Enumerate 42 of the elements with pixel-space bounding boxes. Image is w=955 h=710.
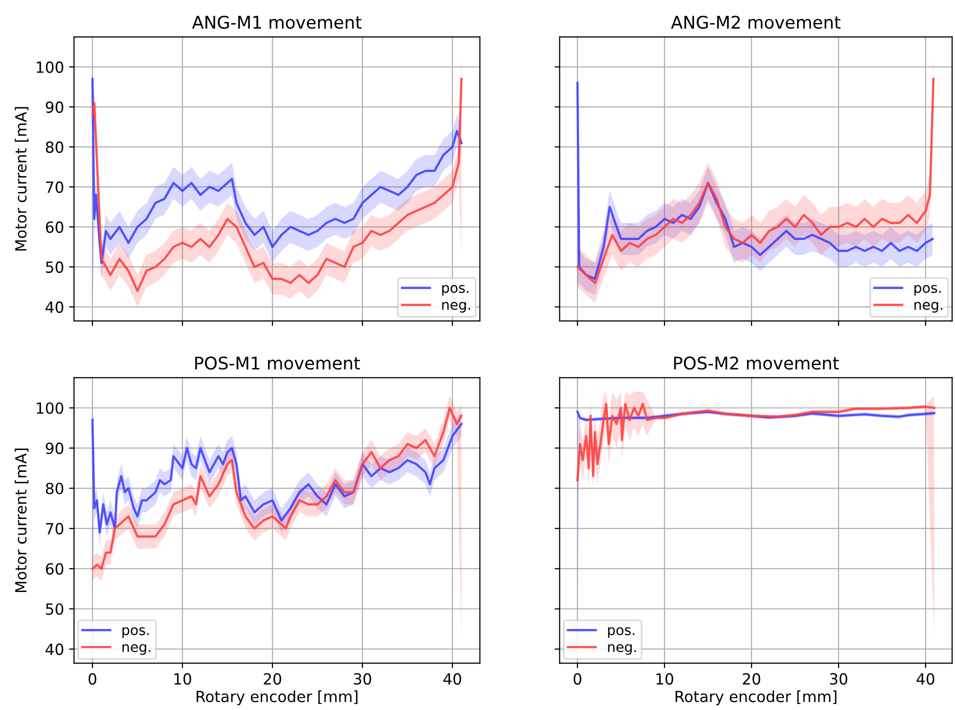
- y-tick-label: 70: [46, 522, 64, 534]
- y-tick-label: 90: [46, 101, 64, 113]
- chart-title: POS-M1 movement: [195, 356, 360, 370]
- y-axis-title: Motor current [mA]: [14, 448, 28, 592]
- x-tick-label: 20: [264, 673, 282, 685]
- line-series: [91, 406, 463, 570]
- y-tick-label: 90: [46, 442, 64, 454]
- x-tick-label: 10: [174, 673, 192, 685]
- x-axis-title: Rotary encoder [mm]: [676, 690, 836, 706]
- x-axis-title: Rotary encoder [mm]: [196, 690, 358, 706]
- legend-label: neg.: [914, 302, 942, 313]
- x-tick-label: 30: [354, 673, 372, 685]
- y-tick-label: 100: [36, 402, 64, 414]
- legend-label: neg.: [608, 644, 636, 655]
- y-tick-label: 60: [46, 221, 64, 233]
- y-tick-label: 50: [46, 603, 64, 615]
- legend-label: neg.: [442, 302, 470, 313]
- x-tick-label: 0: [88, 673, 96, 685]
- chart-title: ANG-M1 movement: [192, 16, 362, 29]
- legend-label: pos.: [442, 285, 468, 296]
- y-tick-label: 100: [36, 61, 64, 73]
- legend-label: neg.: [122, 644, 150, 655]
- y-tick-label: 70: [46, 181, 64, 193]
- y-tick-label: 40: [46, 644, 64, 656]
- chart-title: POS-M2 movement: [674, 356, 839, 370]
- y-axis-title: Motor current [mA]: [14, 107, 28, 251]
- y-tick-label: 50: [46, 261, 64, 273]
- y-tick-label: 60: [46, 563, 64, 575]
- x-tick-label: 30: [830, 673, 848, 685]
- legend-label: pos.: [608, 627, 634, 638]
- y-tick-label: 80: [46, 141, 64, 153]
- chart-title: ANG-M2 movement: [671, 16, 840, 29]
- line-series: [91, 418, 463, 534]
- x-tick-label: 40: [443, 673, 462, 685]
- legend-label: pos.: [914, 285, 941, 296]
- legend-label: pos.: [122, 627, 149, 638]
- x-tick-label: 10: [656, 673, 674, 685]
- y-tick-label: 40: [46, 301, 64, 313]
- x-tick-label: 0: [574, 673, 582, 685]
- x-tick-label: 20: [742, 673, 760, 685]
- x-tick-label: 40: [916, 673, 934, 685]
- y-tick-label: 80: [46, 482, 64, 494]
